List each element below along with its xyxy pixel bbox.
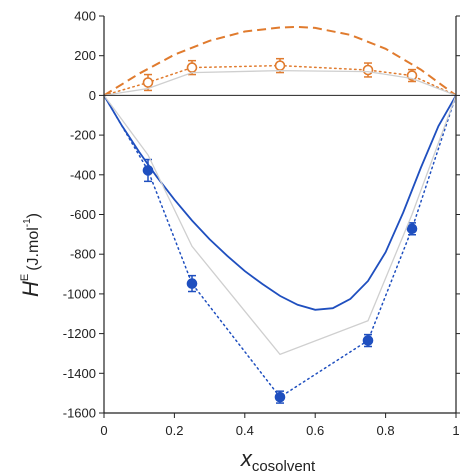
- y-tick-label: -1600: [63, 406, 96, 421]
- y-tick-label: -1200: [63, 326, 96, 341]
- y-tick-label: 400: [74, 9, 96, 24]
- orange-open-marker: [186, 62, 198, 73]
- y-axis-title-unit: (J.mol: [25, 227, 42, 271]
- blue-filled-marker: [274, 391, 286, 403]
- y-tick-label: -1000: [63, 286, 96, 301]
- y-tick-label: 200: [74, 48, 96, 63]
- y-axis-title-unit-exponent: -1: [22, 218, 33, 227]
- plot-area: [103, 25, 457, 404]
- y-tick-label: 0: [89, 88, 96, 103]
- orange-dashed-curve: [103, 25, 457, 97]
- y-tick-label: -1400: [63, 366, 96, 381]
- x-axis-title: xcosolvent: [240, 446, 316, 474]
- gray-reference-line: [103, 95, 457, 356]
- y-axis-title-unit-close: ): [25, 213, 42, 218]
- x-tick-label: 0.4: [236, 423, 254, 438]
- x-tick-label: 0.6: [306, 423, 324, 438]
- y-tick-label: -200: [70, 128, 96, 143]
- x-axis-title-main: x: [240, 446, 253, 471]
- y-tick-label: -400: [70, 167, 96, 182]
- x-tick-label: 0.2: [165, 423, 183, 438]
- x-axis-title-subscript: cosolvent: [252, 458, 316, 474]
- y-axis-title: HE (J.mol-1): [18, 213, 43, 297]
- x-tick-label: 1: [452, 423, 459, 438]
- y-axis-title-superscript: E: [19, 274, 31, 281]
- orange-open-marker: [274, 60, 286, 71]
- y-axis-title-main: H: [18, 281, 43, 297]
- y-tick-label: -800: [70, 247, 96, 262]
- orange-open-marker: [362, 64, 374, 76]
- gray-reference-line: [103, 69, 457, 97]
- blue-filled-marker: [186, 278, 198, 289]
- x-tick-label: 0.8: [377, 423, 395, 438]
- blue-filled-marker: [362, 335, 374, 346]
- blue-dotted-line: [103, 94, 457, 399]
- x-tick-label: 0: [100, 423, 107, 438]
- axes: [99, 15, 460, 418]
- tick-labels: -1600 -1400 -1200 -1000 -800 -600 -400 -200 0 200…: [63, 9, 460, 439]
- orange-open-marker: [142, 77, 154, 88]
- blue-filled-marker: [406, 223, 418, 235]
- blue-solid-curve: [103, 94, 457, 311]
- y-tick-label: -600: [70, 207, 96, 222]
